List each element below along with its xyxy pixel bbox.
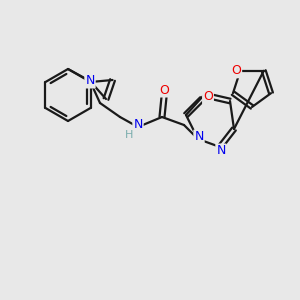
Text: O: O	[203, 91, 213, 103]
Text: N: N	[85, 74, 95, 88]
Text: N: N	[133, 118, 143, 131]
Text: O: O	[159, 83, 169, 97]
Text: N: N	[194, 130, 204, 143]
Text: H: H	[125, 130, 133, 140]
Text: N: N	[216, 145, 226, 158]
Text: O: O	[231, 64, 241, 77]
